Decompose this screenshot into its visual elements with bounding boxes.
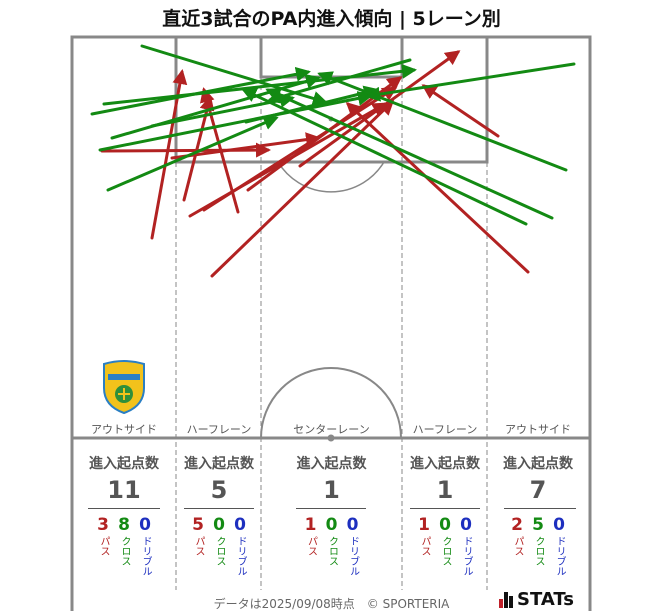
pass-arrow-6 [202,86,398,212]
center-spot [327,434,335,442]
dribble-label: ドリブル [461,536,472,576]
lane-label-right-half: ハーフレーン [412,423,478,436]
cross-label: クロス [533,536,544,566]
lane-label-left-half: ハーフレーン [186,423,252,436]
cross-label: クロス [119,536,130,566]
pass-label: パス [305,536,317,556]
pass-count: 1 [418,515,430,535]
entry-breakdown: 1 パス 0 クロス 0 ドリブル [263,514,400,576]
cross-count: 0 [213,515,225,535]
cross-arrow-16 [98,90,373,152]
dribble-label: ドリブル [554,536,565,576]
dribble-count: 0 [346,515,359,535]
cross-arrow-24 [267,58,412,104]
entry-breakdown: 1 パス 0 クロス 0 ドリブル [404,514,486,576]
stat-divider [88,508,160,509]
entry-count-header: 進入起点数 [410,456,480,472]
cross-arrow-23 [241,88,528,226]
pass-label: パス [512,536,523,556]
pass-label: パス [419,536,430,556]
stat-divider [296,508,366,509]
footer-note: データは2025/09/08時点 © SPORTERIA [213,597,450,611]
pass-arrow-4 [170,132,321,160]
center-circle [260,367,402,439]
cross-arrow-14 [102,63,417,106]
goal-area [259,35,404,79]
dribble-label: ドリブル [347,536,359,576]
dribble-count: 0 [234,515,246,535]
entry-count-total: 1 [323,476,340,504]
cross-count: 0 [439,515,451,535]
brand-logo: STATs [499,589,574,610]
entry-count-header: 進入起点数 [89,456,159,472]
entry-count-total: 11 [107,476,141,504]
pass-count: 1 [304,515,317,535]
entry-count-total: 5 [210,476,228,504]
cross-count: 8 [118,515,130,535]
stat-divider [410,508,480,509]
lane-label-right-outside: アウトサイド [505,423,571,436]
entry-count-total: 7 [529,476,547,504]
pass-count: 2 [511,515,523,535]
pass-count: 3 [97,515,109,535]
entry-breakdown: 2 パス 5 クロス 0 ドリブル [489,514,587,576]
arrow-layer [90,44,576,278]
brand-name: STATs [517,589,574,610]
pass-arrow-10 [345,101,530,274]
dribble-count: 0 [460,515,472,535]
stat-divider [504,508,576,509]
dribble-count: 0 [139,515,151,535]
pass-arrow-3 [100,142,271,158]
dribble-label: ドリブル [140,536,151,576]
cross-arrow-19 [110,74,321,140]
entry-breakdown: 3 パス 8 クロス 0 ドリブル [76,514,172,576]
entry-count-total: 1 [436,476,454,504]
penalty-arc [277,161,385,193]
pass-label: パス [98,536,109,556]
dribble-label: ドリブル [235,536,246,576]
cross-arrow-20 [365,62,576,102]
cross-arrow-17 [244,85,379,124]
lane-label-center: センターレーン [293,423,370,436]
pass-label: パス [193,536,204,556]
pass-arrow-11 [421,84,500,138]
cross-arrow-22 [265,88,554,220]
pass-count: 5 [192,515,204,535]
cross-label: クロス [440,536,451,566]
stat-divider [184,508,254,509]
cross-label: クロス [214,536,225,566]
cross-arrow-15 [106,115,279,192]
chart-title: 直近3試合のPA内進入傾向 | 5レーン別 [162,8,501,30]
brand-mark-icon [499,591,513,608]
pass-arrow-0 [150,69,188,240]
dribble-count: 0 [553,515,565,535]
pass-arrow-9 [298,50,461,168]
cross-count: 5 [532,515,544,535]
cross-label: クロス [326,536,338,566]
cross-count: 0 [325,515,338,535]
team-crest-icon [103,360,145,414]
entry-count-header: 進入起点数 [503,456,573,472]
entry-breakdown: 5 パス 0 クロス 0 ドリブル [178,514,260,576]
entry-count-header: 進入起点数 [184,456,254,472]
entry-count-header: 進入起点数 [296,456,367,472]
cross-arrow-21 [317,71,568,172]
lane-label-left-outside: アウトサイド [91,423,157,436]
